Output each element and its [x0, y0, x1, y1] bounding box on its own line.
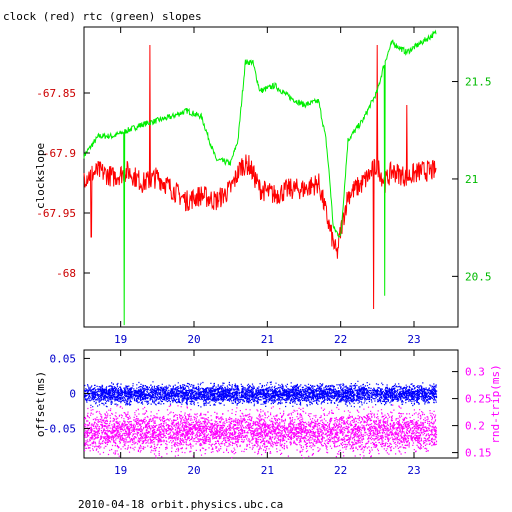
- top-rtc-series: [83, 29, 437, 326]
- offset-points: [84, 380, 438, 408]
- bottom-y-ticks: 0.05 0 -0.05: [43, 352, 90, 436]
- x-tick-label: 20: [187, 464, 200, 477]
- bottom-panel-frame: [83, 349, 459, 459]
- y-tick-label: -67.85: [36, 87, 76, 100]
- bottom-rndtrip-series: [84, 404, 438, 459]
- bottom-y2-ticks: 0.3 0.25 0.2 0.15: [452, 366, 492, 460]
- top-y-axis-label: clockslope: [34, 143, 47, 209]
- y-tick-label: -68: [56, 267, 76, 280]
- bottom-offset-series: [84, 380, 438, 408]
- footer-caption: 2010-04-18 orbit.physics.ubc.ca: [78, 498, 283, 511]
- bottom-x-ticks: 19 20 21 22 23: [114, 350, 421, 477]
- top-panel: 19 20 21 22 23 -67.85 -67.9 -67.95 -68 21.5 21 20…: [34, 26, 492, 346]
- x-tick-label: 21: [261, 333, 274, 346]
- rnd-trip-points: [84, 404, 438, 459]
- top-y-ticks: -67.85 -67.9 -67.95 -68: [36, 87, 90, 280]
- y2-tick-label: 0.15: [465, 447, 492, 460]
- x-tick-label: 22: [334, 333, 347, 346]
- y-tick-label: -67.9: [43, 147, 76, 160]
- top-clock-series: [83, 44, 437, 310]
- top-x-ticks: 19 20 21 22 23: [114, 27, 421, 346]
- bottom-y-axis-label: offset(ms): [34, 371, 47, 437]
- clock-line: [83, 44, 437, 310]
- y-tick-label: -67.95: [36, 207, 76, 220]
- x-tick-label: 19: [114, 333, 127, 346]
- rtc-line: [83, 29, 437, 326]
- y2-tick-label: 20.5: [465, 270, 492, 283]
- x-tick-label: 19: [114, 464, 127, 477]
- x-tick-label: 22: [334, 464, 347, 477]
- top-y2-ticks: 21.5 21 20.5: [452, 76, 492, 283]
- y2-tick-label: 21: [465, 173, 478, 186]
- y-tick-label: -0.05: [43, 423, 76, 436]
- x-tick-label: 23: [407, 333, 420, 346]
- y-tick-label: 0.05: [50, 352, 77, 365]
- bottom-panel: 19 20 21 22 23 0.05 0 -0.05 0.3 0.25 0.2 0.15 off…: [34, 349, 502, 477]
- y2-tick-label: 0.3: [465, 366, 485, 379]
- chart-title: clock (red) rtc (green) slopes: [3, 10, 202, 23]
- y2-tick-label: 0.2: [465, 420, 485, 433]
- x-tick-label: 20: [187, 333, 200, 346]
- top-panel-frame: [83, 26, 459, 328]
- y2-tick-label: 0.25: [465, 393, 492, 406]
- x-tick-label: 21: [261, 464, 274, 477]
- x-tick-label: 23: [407, 464, 420, 477]
- bottom-y2-axis-label: rnd-trip(ms): [489, 364, 502, 443]
- y2-tick-label: 21.5: [465, 76, 492, 89]
- y-tick-label: 0: [69, 387, 76, 400]
